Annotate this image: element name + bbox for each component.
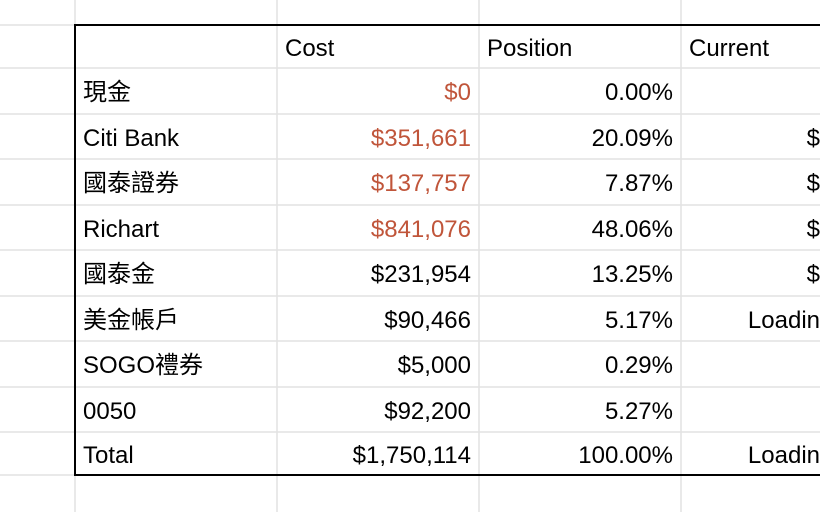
position-cell[interactable]: 0.29%	[604, 352, 673, 379]
row-label-cell[interactable]: SOGO禮券	[83, 352, 204, 379]
current-cell[interactable]: $	[806, 261, 820, 288]
position-cell[interactable]: 20.09%	[591, 124, 673, 152]
position-cell[interactable]: 5.27%	[604, 397, 673, 425]
cost-cell[interactable]: $351,661	[370, 124, 471, 152]
table-border-left	[74, 24, 76, 476]
row-label-cell[interactable]: 現金	[83, 79, 131, 106]
cost-cell[interactable]: $1,750,114	[352, 441, 471, 469]
cost-cell[interactable]: $137,757	[370, 170, 471, 197]
row-label-cell[interactable]: 美金帳戶	[83, 306, 179, 334]
current-cell[interactable]: Loadin	[747, 306, 820, 334]
position-cell[interactable]: 5.17%	[604, 306, 673, 334]
table-border-top	[74, 24, 820, 26]
column-header[interactable]: Current	[689, 34, 770, 62]
row-label-cell[interactable]: Citi Bank	[83, 124, 180, 152]
cost-cell[interactable]: $231,954	[370, 261, 471, 288]
current-cell[interactable]: $	[806, 215, 820, 243]
position-cell[interactable]: 7.87%	[604, 170, 673, 197]
position-cell[interactable]: 100.00%	[578, 441, 673, 469]
cost-cell[interactable]: $0	[444, 79, 471, 106]
current-cell[interactable]: $	[806, 124, 820, 152]
row-label-cell[interactable]: Richart	[83, 215, 160, 243]
table-border-bottom	[74, 474, 820, 476]
column-header[interactable]: Cost	[285, 34, 335, 62]
current-cell[interactable]: $	[806, 170, 820, 197]
position-cell[interactable]: 0.00%	[604, 79, 673, 106]
position-cell[interactable]: 48.06%	[591, 215, 673, 243]
row-label-cell[interactable]: 國泰金	[83, 261, 155, 288]
cost-cell[interactable]: $841,076	[370, 215, 471, 243]
cost-cell[interactable]: $5,000	[397, 352, 471, 379]
row-label-cell[interactable]: 國泰證券	[83, 170, 179, 197]
row-label-cell[interactable]: Total	[83, 441, 134, 469]
cost-cell[interactable]: $92,200	[384, 397, 471, 425]
cost-cell[interactable]: $90,466	[384, 306, 471, 334]
row-label-cell[interactable]: 0050	[83, 397, 137, 425]
position-cell[interactable]: 13.25%	[591, 261, 673, 288]
current-cell[interactable]: Loadin	[747, 441, 820, 469]
column-header[interactable]: Position	[487, 34, 573, 62]
